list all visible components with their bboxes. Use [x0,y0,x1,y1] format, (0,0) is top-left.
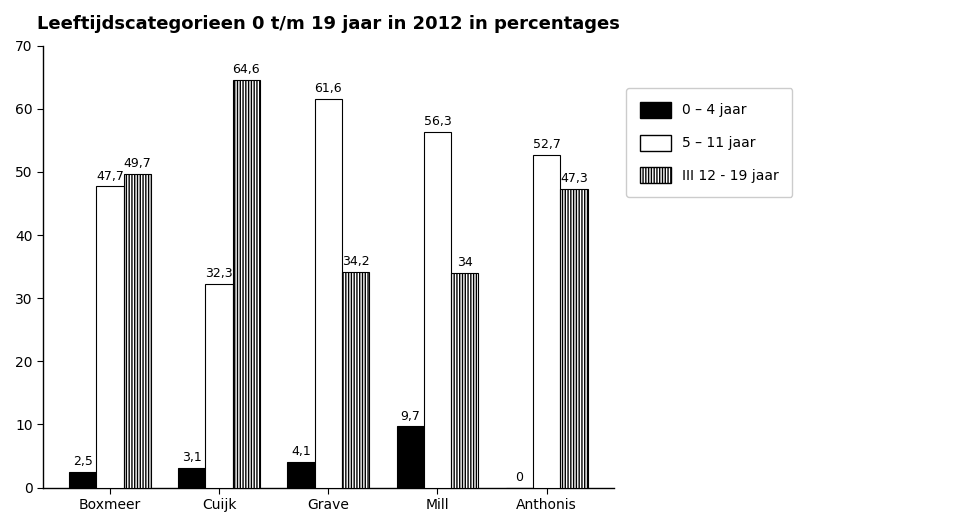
Bar [451,273,479,487]
Title: Leeftijdscategorieen 0 t/m 19 jaar in 2012 in percentages: Leeftijdscategorieen 0 t/m 19 jaar in 20… [37,15,620,33]
Bar [315,99,342,487]
Text: 52,7: 52,7 [532,138,561,151]
Text: 9,7: 9,7 [401,409,420,423]
Text: 56,3: 56,3 [423,115,451,129]
Text: 34: 34 [457,256,473,269]
Text: 2,5: 2,5 [73,455,93,468]
Text: 3,1: 3,1 [182,451,202,464]
Text: 61,6: 61,6 [315,82,342,95]
Bar [233,80,260,487]
Bar [533,155,561,487]
Text: 0: 0 [516,471,524,484]
Bar [178,468,206,487]
Legend: 0 – 4 jaar, 5 – 11 jaar, III 12 - 19 jaar: 0 – 4 jaar, 5 – 11 jaar, III 12 - 19 jaa… [626,88,793,197]
Text: 49,7: 49,7 [124,157,151,170]
Bar [69,472,97,487]
Text: 64,6: 64,6 [233,63,260,76]
Bar [397,426,424,487]
Text: 47,3: 47,3 [560,172,588,185]
Bar [288,462,315,487]
Bar [561,189,588,487]
Bar [124,174,151,487]
Text: 47,7: 47,7 [96,170,124,183]
Bar [97,187,124,487]
Bar [206,284,233,487]
Text: 32,3: 32,3 [206,267,233,280]
Text: 34,2: 34,2 [342,255,370,268]
Bar [342,272,370,487]
Bar [424,132,451,487]
Text: 4,1: 4,1 [292,445,311,458]
